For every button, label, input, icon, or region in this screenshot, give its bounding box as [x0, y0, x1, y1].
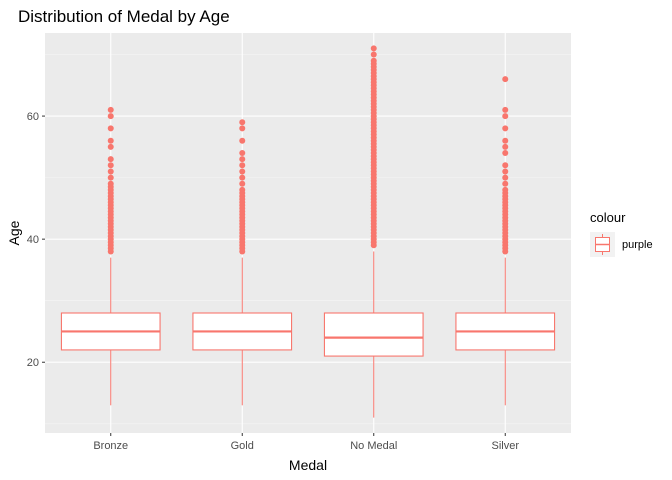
outlier-point: [502, 174, 509, 181]
y-tick-label: 40: [27, 234, 39, 246]
plot-panel: [45, 33, 571, 433]
outlier-point: [107, 125, 114, 132]
box-group-no-medal: [323, 45, 424, 418]
outlier-point: [239, 119, 246, 126]
outlier-point: [239, 180, 246, 187]
outlier-point: [239, 137, 246, 144]
x-tick-label: Bronze: [93, 440, 128, 452]
outlier-point: [239, 125, 246, 132]
outlier-point: [370, 45, 377, 52]
outlier-point: [239, 156, 246, 163]
outlier-point: [239, 186, 246, 193]
outlier-point: [107, 168, 114, 175]
x-axis-ticks: Bronze Gold No Medal Silver: [93, 433, 519, 452]
outlier-point: [239, 174, 246, 181]
outlier-point: [107, 143, 114, 150]
outlier-point: [502, 180, 509, 187]
y-tick-label: 20: [27, 357, 39, 369]
box-group-bronze: [60, 106, 161, 406]
outlier-point: [502, 113, 509, 120]
outlier-point: [107, 113, 114, 120]
outlier-point: [239, 162, 246, 169]
outlier-point: [502, 150, 509, 156]
outlier-point: [107, 180, 114, 187]
x-axis-title: Medal: [289, 457, 327, 473]
y-axis-ticks: 20 40 60: [27, 111, 45, 369]
outlier-point: [107, 137, 114, 144]
boxes-layer: [60, 45, 556, 418]
y-axis-title: Age: [6, 220, 22, 245]
outlier-point: [502, 125, 509, 132]
legend: colour purple: [590, 210, 653, 257]
legend-title: colour: [590, 210, 626, 225]
outlier-point: [502, 76, 509, 83]
y-tick-label: 60: [27, 111, 39, 123]
legend-entry-label: purple: [622, 239, 653, 251]
x-tick-label: Silver: [491, 440, 519, 452]
outlier-point: [107, 106, 114, 113]
outlier-point: [502, 143, 509, 150]
outlier-point: [107, 174, 114, 181]
chart-title: Distribution of Medal by Age: [18, 7, 230, 26]
iqr-box: [323, 312, 424, 357]
outlier-point: [107, 156, 114, 163]
outlier-point: [502, 106, 509, 113]
outlier-point: [239, 168, 246, 175]
box-group-silver: [455, 76, 556, 406]
outlier-point: [502, 137, 509, 144]
outlier-point: [502, 186, 509, 193]
outlier-point: [370, 51, 377, 58]
x-tick-label: No Medal: [350, 440, 397, 452]
outlier-point: [370, 57, 377, 64]
outlier-point: [502, 162, 509, 169]
outlier-point: [239, 150, 246, 156]
grid-minor: [45, 54, 571, 425]
x-tick-label: Gold: [231, 440, 254, 452]
box-group-gold: [192, 119, 293, 406]
outlier-point: [107, 162, 114, 169]
outlier-point: [502, 168, 509, 175]
